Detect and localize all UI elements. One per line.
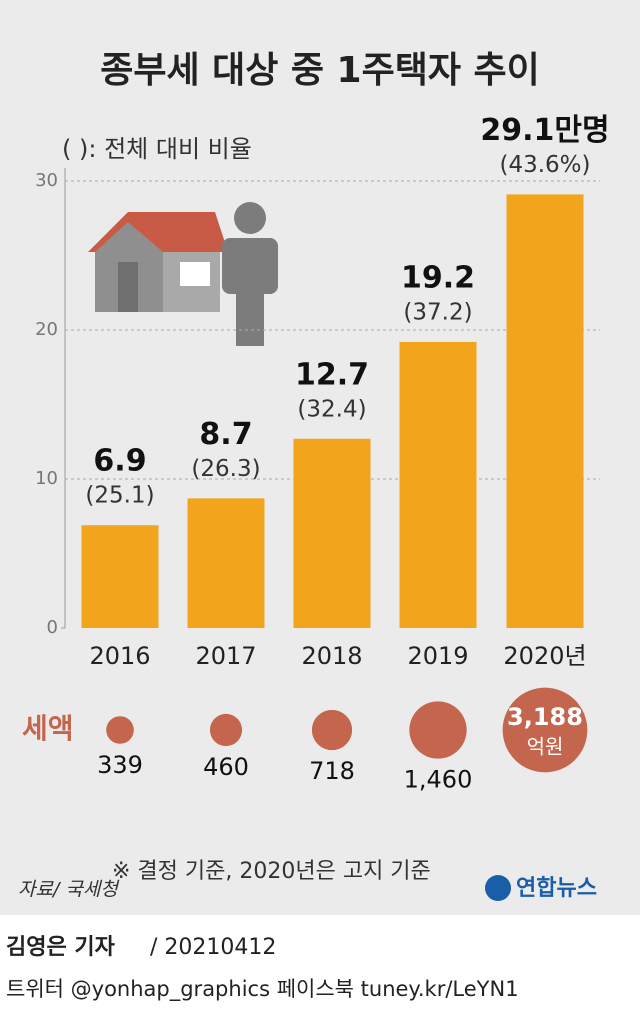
share-label: (37.2) <box>403 299 472 325</box>
share-label: (25.1) <box>85 483 154 509</box>
tax-bubble <box>209 713 243 747</box>
value-label: 6.9 <box>93 444 146 479</box>
tax-bubble <box>311 709 353 751</box>
x-tick-label: 2019 <box>407 642 468 670</box>
bar <box>293 438 371 628</box>
value-label: 19.2 <box>401 260 475 295</box>
reporter: 김영은 기자 <box>6 935 116 960</box>
tax-value-label: 3,188 <box>507 703 583 731</box>
tax-bubble <box>409 701 467 759</box>
chart-title: 종부세 대상 중 1주택자 추이 <box>100 50 540 91</box>
y-tick-label: 10 <box>35 468 58 489</box>
share-label: (26.3) <box>191 456 260 482</box>
sns: 트위터 @yonhap_graphics 페이스북 tuney.kr/LeYN1 <box>6 977 519 1002</box>
y-tick-label: 30 <box>35 170 58 191</box>
person-icon <box>222 202 278 346</box>
share-label: (43.6%) <box>499 152 590 178</box>
y-tick-label: 20 <box>35 319 58 340</box>
tax-value-label: 718 <box>309 757 355 785</box>
note: ( ): 전체 대비 비율 <box>62 135 252 163</box>
footnote: ※ 결정 기준, 2020년은 고지 기준 <box>112 859 431 884</box>
tax-value-label: 339 <box>97 751 143 779</box>
x-tick-label: 2016 <box>89 642 150 670</box>
x-tick-label: 2020년 <box>503 642 586 670</box>
bar <box>81 525 159 628</box>
x-tick-label: 2017 <box>195 642 256 670</box>
tax-bubble <box>106 716 134 744</box>
bar <box>399 341 477 628</box>
value-label: 29.1만명 <box>480 113 609 148</box>
tax-value-label: 460 <box>203 753 249 781</box>
date: / 20210412 <box>150 935 276 960</box>
value-label: 8.7 <box>199 417 252 452</box>
y-tick-label: 0 <box>47 617 58 638</box>
bar <box>187 498 265 628</box>
share-label: (32.4) <box>297 396 366 422</box>
tax-unit: 억원 <box>527 735 564 759</box>
logo-icon <box>485 875 511 901</box>
bar <box>506 194 584 628</box>
source: 자료/ 국세청 <box>18 879 120 901</box>
x-tick-label: 2018 <box>301 642 362 670</box>
tax-label: 세액 <box>22 712 74 745</box>
tax-bubble <box>502 687 588 773</box>
value-label: 12.7 <box>295 357 369 392</box>
tax-value-label: 1,460 <box>404 766 473 794</box>
logo: 연합뉴스 <box>516 875 597 901</box>
house-icon <box>88 212 228 312</box>
